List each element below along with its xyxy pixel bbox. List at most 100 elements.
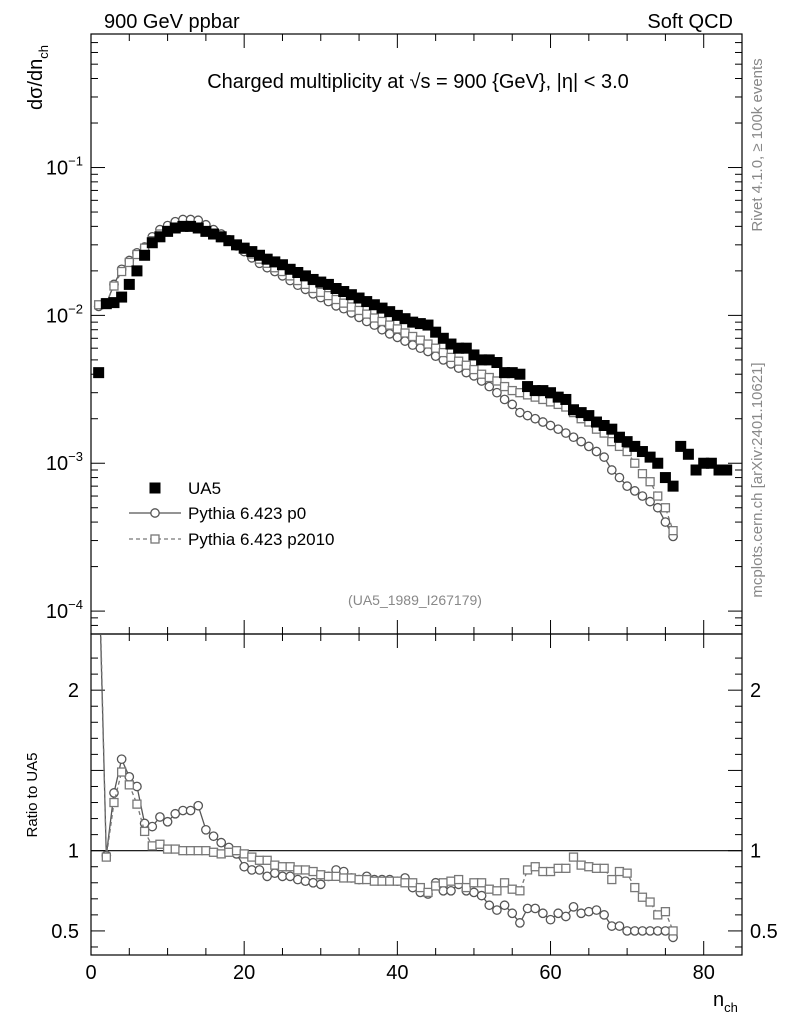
ratio-pythia-p2010-point: [339, 873, 349, 883]
x-tick-label: 0: [85, 962, 96, 984]
ratio-pythia-p2010-point: [553, 863, 563, 873]
ratio-pythia-p2010-point: [95, 542, 103, 550]
ratio-pythia-p0-point: [300, 876, 311, 887]
x-tick-label: 60: [539, 962, 561, 984]
main-ua5-point: [269, 256, 281, 268]
main-pythia-p0-point: [652, 502, 663, 513]
ratio-pythia-p2010-point: [231, 846, 242, 856]
x-tick-label: 20: [233, 962, 255, 984]
ratio-pythia-p2010-point: [224, 847, 234, 857]
main-pythia-p0-point: [606, 465, 617, 475]
ratio-pythia-p0-point: [292, 874, 303, 885]
ratio-pythia-p2010-point: [254, 855, 265, 865]
ratio-pythia-p2010-point: [101, 852, 111, 862]
ratio-plot-frame: [90, 633, 743, 956]
ratio-pythia-p0-point: [499, 900, 510, 911]
main-ua5-point: [667, 480, 679, 492]
ratio-pythia-p2010-point: [630, 882, 640, 893]
legend-circle-marker: [150, 508, 160, 518]
main-ua5-point: [215, 231, 227, 243]
main-ua5-point: [568, 404, 580, 416]
main-ua5-point: [330, 282, 342, 294]
main-pythia-p0-point: [553, 424, 564, 435]
ratio-pythia-p0-point: [614, 921, 625, 931]
main-ua5-point: [261, 253, 273, 265]
main-pythia-p0-point: [660, 517, 671, 527]
main-ua5-point: [116, 291, 128, 303]
main-pythia-p2010-point: [492, 376, 502, 386]
ratio-pythia-p0-point: [538, 908, 548, 919]
main-pythia-p0-point: [560, 428, 571, 438]
main-pythia-p0-point: [576, 436, 587, 447]
main-pythia-p2010-point: [385, 320, 395, 330]
main-ua5-point: [185, 220, 197, 232]
x-tick-label: 80: [693, 962, 715, 984]
ratio-pythia-p2010-point: [668, 926, 678, 936]
legend-label: UA5: [188, 479, 221, 498]
main-ua5-point: [315, 276, 327, 288]
main-ua5-point: [430, 326, 442, 338]
ratio-y-tick-label-right: 0.5: [750, 921, 778, 943]
main-ua5-point: [384, 306, 396, 318]
ratio-pythia-p2010-point: [178, 846, 188, 856]
legend: UA5 Pythia 6.423 p0 Pythia 6.423 p2010: [129, 479, 335, 549]
main-ua5-point: [100, 298, 112, 310]
ratio-pythia-p2010-point: [316, 870, 326, 880]
main-pythia-p2010-point: [469, 364, 479, 375]
main-pythia-p2010-point: [423, 339, 433, 349]
main-pythia-p2010-point: [377, 316, 387, 327]
main-ua5-point: [192, 222, 204, 234]
main-ua5-point: [721, 464, 733, 476]
main-pythia-p2010-point: [339, 298, 349, 308]
main-pythia-p2010-point: [484, 372, 494, 383]
main-pythia-p2010-point: [438, 347, 448, 358]
main-ua5-point: [483, 354, 495, 366]
ratio-pythia-p0-point: [576, 908, 587, 919]
main-y-tick-label: 10−4: [46, 597, 83, 623]
ratio-pythia-p2010-point: [162, 844, 173, 854]
main-pythia-p0-point: [484, 381, 495, 392]
main-ua5-point: [391, 309, 403, 321]
ratio-pythia-p0-point: [446, 885, 456, 896]
main-ua5-point: [545, 387, 557, 399]
ratio-pythia-p2010-point: [239, 849, 249, 859]
main-pythia-p2010-point: [116, 266, 127, 277]
ratio-pythia-p2010-point: [469, 878, 479, 888]
main-y-axis-label-sub: ch: [36, 45, 51, 59]
ratio-pythia-p2010-point: [584, 862, 594, 872]
main-ua5-point: [422, 319, 434, 331]
header-right-label: Soft QCD: [647, 11, 733, 33]
ratio-pythia-p2010-point: [538, 866, 548, 877]
ratio-pythia-p2010-point: [515, 886, 525, 896]
main-plot-title: Charged multiplicity at √s = 900 {GeV}, …: [207, 71, 629, 93]
main-ua5-point: [537, 385, 549, 397]
ratio-pythia-p0-point: [147, 821, 158, 832]
ratio-pythia-p2010-point: [277, 862, 288, 872]
main-ua5-point: [253, 249, 265, 261]
main-ua5-point: [353, 292, 365, 304]
main-ua5-point: [491, 357, 503, 369]
main-ua5-point: [437, 332, 449, 344]
main-ua5-point: [338, 286, 350, 298]
ratio-pythia-p2010-point: [645, 897, 655, 907]
main-pythia-p2010-point: [645, 477, 655, 487]
main-y-tick-label: 10−2: [46, 301, 83, 327]
main-pythia-p2010-point: [637, 469, 648, 479]
ratio-pythia-p0-point: [132, 781, 142, 792]
ratio-pythia-p2010-point: [400, 878, 410, 888]
ratio-pythia-p2010-point: [201, 846, 211, 856]
ratio-pythia-p2010-point: [453, 874, 464, 885]
ratio-pythia-p2010-point: [576, 860, 586, 870]
ratio-pythia-p0-point: [591, 905, 602, 915]
main-pythia-p2010-point: [461, 360, 471, 370]
main-pythia-p0-point: [629, 486, 640, 496]
ratio-pythia-p2010-point: [599, 863, 609, 873]
main-pythia-p2010-point: [109, 281, 119, 291]
main-pythia-p0-point: [568, 432, 579, 443]
ratio-pythia-p2010-point: [308, 866, 318, 877]
main-ua5-point: [292, 267, 304, 279]
main-pythia-p0-point: [507, 399, 518, 410]
main-ua5-point: [368, 299, 380, 311]
ratio-pythia-p2010-point: [614, 866, 625, 877]
